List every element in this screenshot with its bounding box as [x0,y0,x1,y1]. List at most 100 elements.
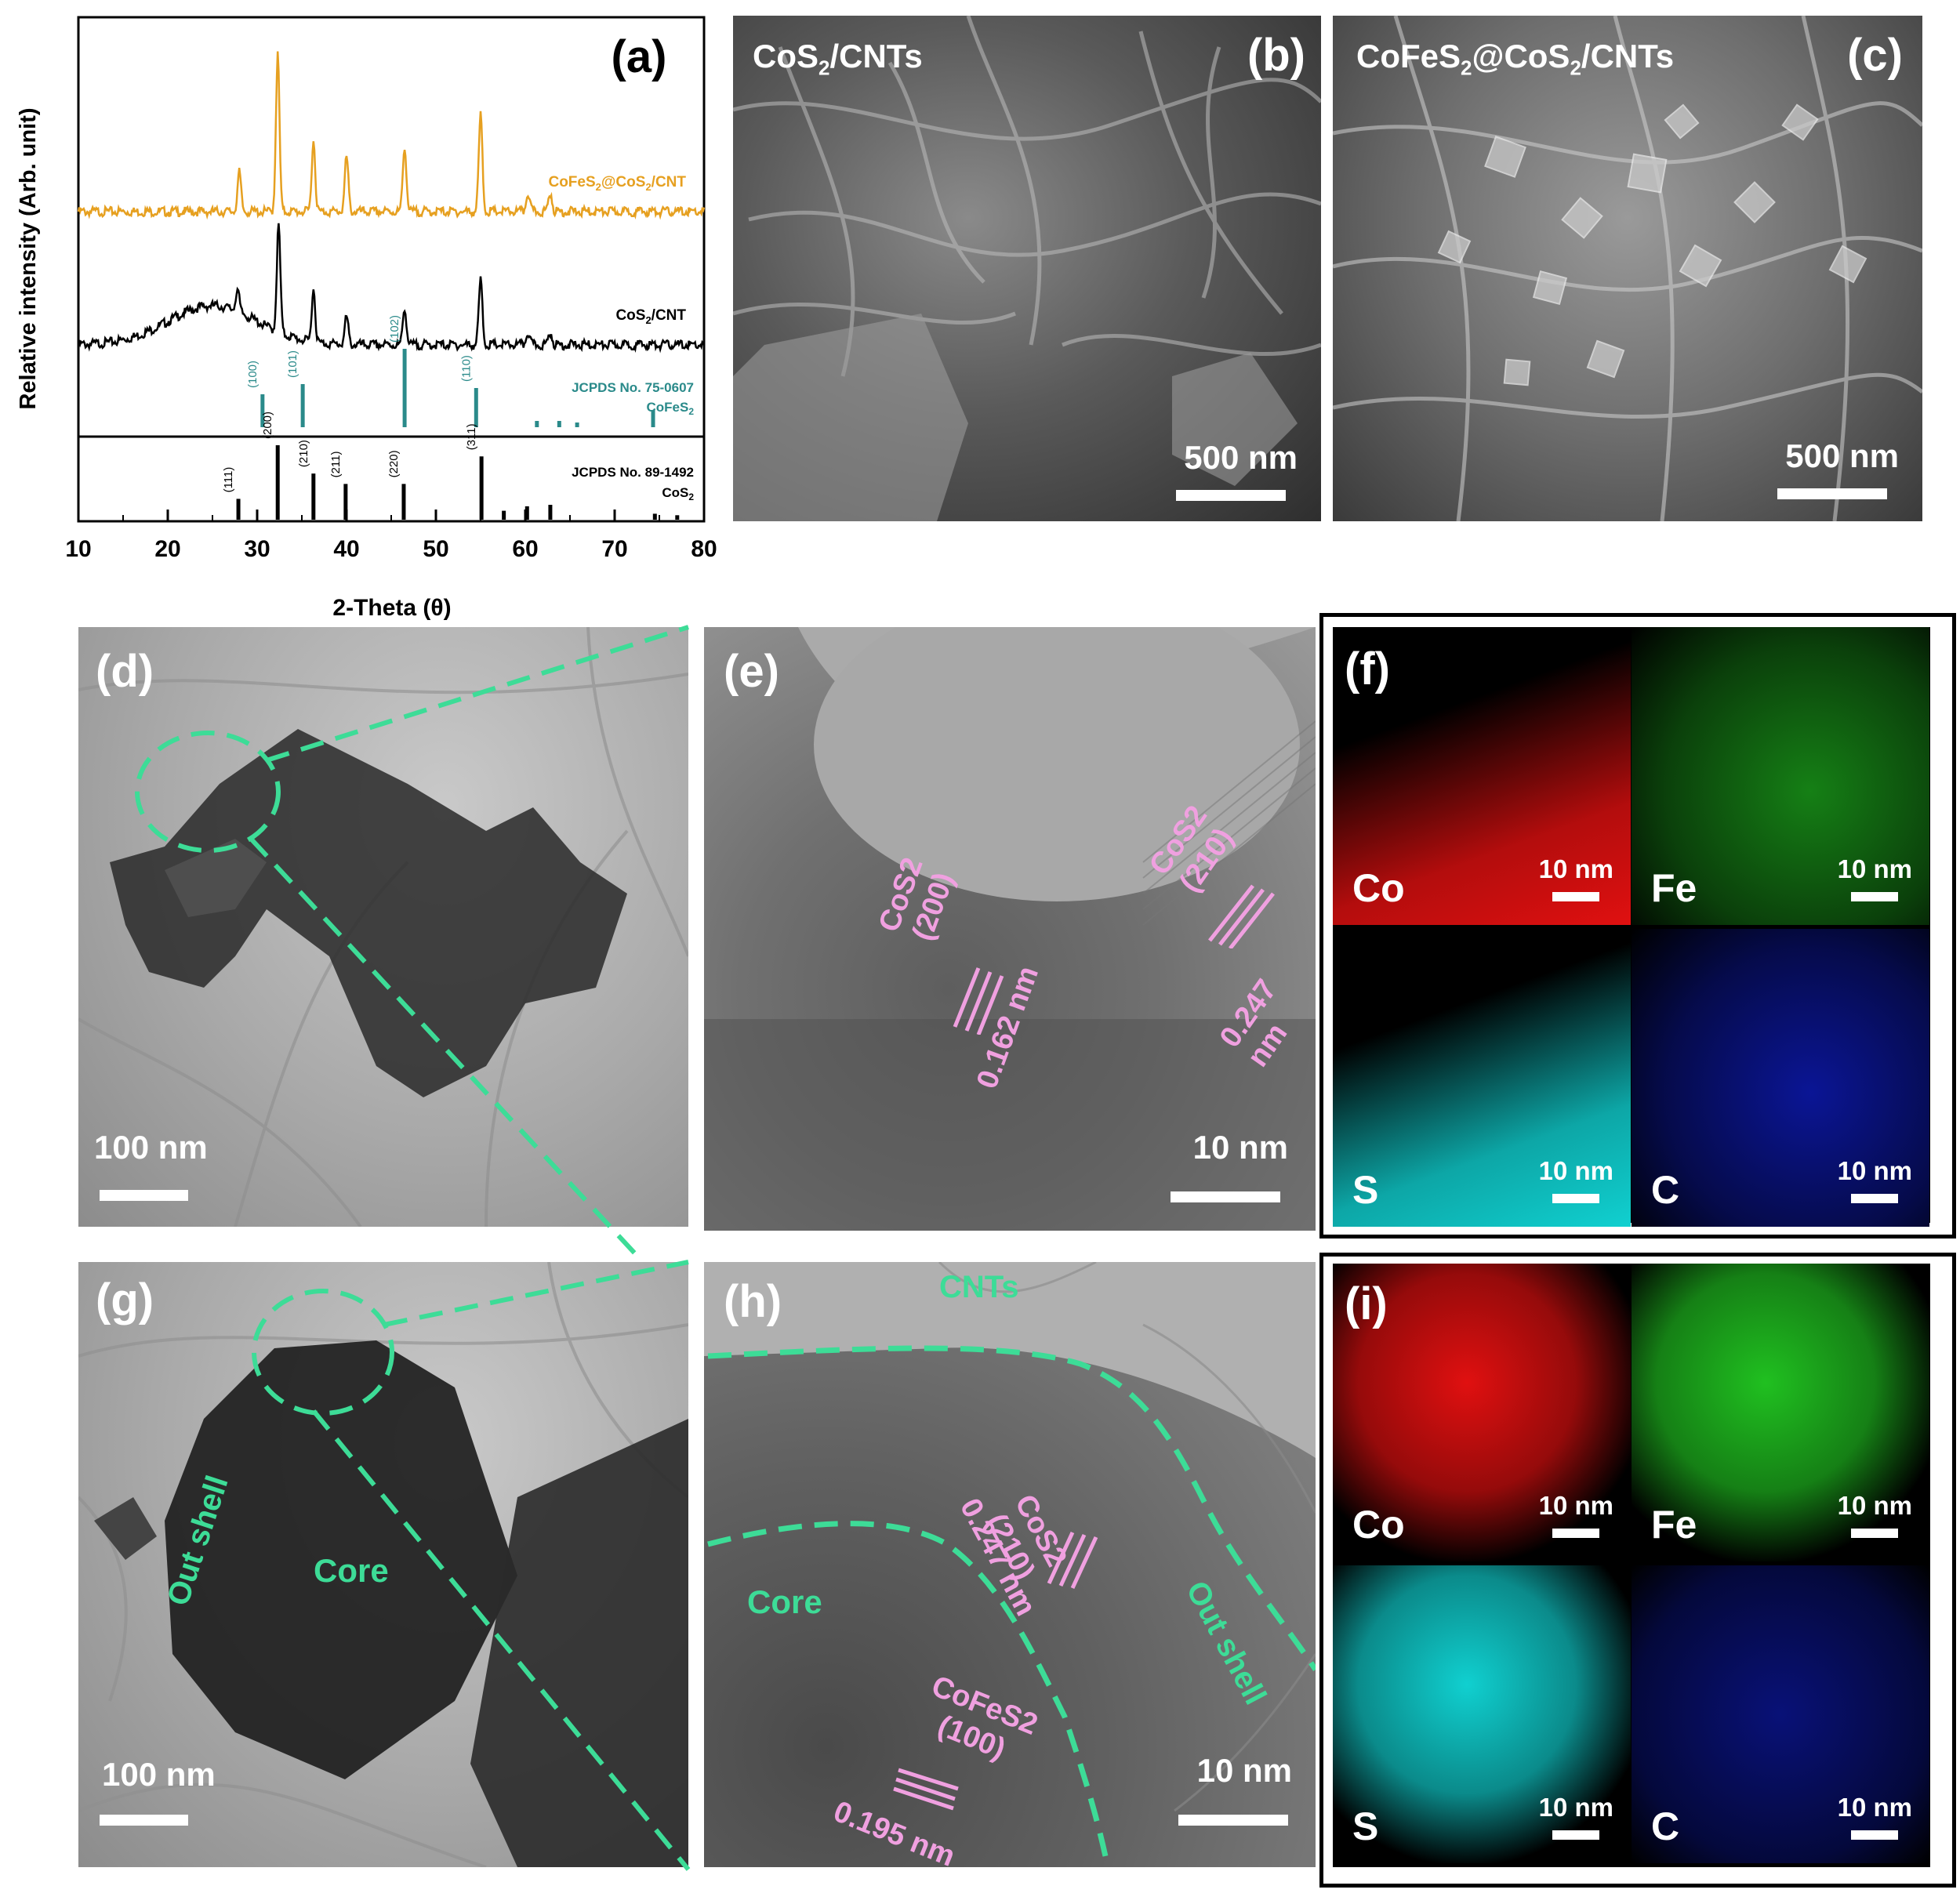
xrd-series-line [77,51,706,220]
eds-scale-text: 10 nm [1538,1156,1613,1185]
eds-signal [1333,929,1631,1227]
core-boundary [707,1521,1111,1867]
eds-scale-text: 10 nm [1837,1156,1912,1185]
panel-e-scale-bar [1171,1191,1280,1202]
panel-b-label: (b) [1247,30,1305,81]
panel-e-hrtem-image: (e) CoS2 (200) 0.162 nm CoS2 (210) 0.247 n… [704,627,1316,1231]
series-label-cofes2: CoFeS2@CoS2/CNT [548,174,686,193]
panel-c-title: CoFeS2@CoS2/CNTs [1356,38,1675,80]
x-tick-label: 70 [601,536,627,562]
eds-element-label: Fe [1651,1503,1697,1547]
eds-signal [1632,1565,1929,1863]
eds-scale-bar [1851,1194,1898,1203]
panel-b-title: CoS2/CNTs [753,38,923,80]
shell-outer-boundary [707,1345,1316,1671]
panel-b-sem-image: CoS2/CNTs (b) 500 nm [733,16,1321,521]
eds-element-label: Co [1352,866,1405,910]
panel-b-scale-bar [1176,490,1286,501]
panel-d-tem-image: (d) 100 nm [78,627,688,1227]
eds-map-fe: Fe 10 nm [1632,627,1929,925]
panel-f-label: (f) [1345,644,1390,695]
y-axis-label: Relative intensity (Arb. unit) [16,107,41,409]
eds-element-label: S [1352,1168,1379,1212]
eds-map-c: C 10 nm [1632,929,1929,1227]
eds-scale-text: 10 nm [1538,1793,1613,1822]
eds-map-co: Co 10 nm [1333,1264,1631,1561]
eds-element-label: Co [1352,1503,1405,1547]
x-tick-label: 20 [154,536,180,562]
hkl-label: (220) [387,450,401,477]
panel-e-scale-text: 10 nm [1192,1129,1288,1166]
panel-c-scale-bar [1777,488,1887,499]
lattice-lines-h-210 [1047,1531,1098,1590]
eds-scale-bar [1851,892,1898,901]
eds-map-co: Co 10 nm [1333,627,1631,925]
eds-signal [1333,627,1631,925]
x-tick-label: 30 [244,536,270,562]
hkl-label: (210) [297,440,310,467]
panel-f-box [1319,613,1956,1239]
hkl-label: (101) [286,350,299,378]
panel-h-scale-bar [1178,1815,1288,1826]
hkl-label: (111) [222,467,235,493]
eds-map-s: S 10 nm [1333,1565,1631,1863]
panel-f-maps: Co 10 nm Fe 10 nm S 10 nm C 10 nm [1333,627,1930,1227]
panel-g-scale-text: 100 nm [102,1756,216,1793]
panel-h-label: (h) [724,1276,782,1327]
hrtem-core-shell-texture [704,1262,1316,1812]
eds-scale-text: 10 nm [1837,854,1912,883]
eds-map-c: C 10 nm [1632,1565,1929,1863]
panel-g-tem-image: (g) Core Out shell 100 nm [78,1262,688,1867]
panel-g-core-label: Core [314,1552,389,1589]
hkl-label: (311) [465,423,478,450]
ref-cos2-name: JCPDS No. 89-1492 [572,465,694,480]
panel-h-cnts-label: CNTs [939,1270,1019,1304]
x-tick-label: 10 [65,536,91,562]
panel-d-label: (d) [96,646,154,697]
cnt-cube-texture [1333,16,1922,521]
panel-a-label: (a) [612,31,667,82]
eds-element-label: C [1651,1804,1680,1848]
panel-i-maps: Co 10 nm Fe 10 nm S 10 nm C 10 nm [1333,1264,1930,1867]
panel-d-scale-text: 100 nm [94,1129,208,1166]
eds-scale-bar [1552,892,1599,901]
eds-map-s: S 10 nm [1333,929,1631,1227]
panel-c-label: (c) [1847,30,1903,81]
hkl-label: (211) [329,451,343,477]
panel-h-hrtem-image: (h) CNTs Core Out shell CoS2 (210) 0.247 … [704,1262,1316,1867]
eds-map-fe: Fe 10 nm [1632,1264,1929,1561]
eds-signal [1632,929,1929,1227]
eds-signal [1333,1565,1631,1863]
eds-scale-text: 10 nm [1538,1491,1613,1520]
panel-c-scale-text: 500 nm [1785,437,1899,474]
x-tick-label: 80 [691,536,717,562]
panel-e-label: (e) [724,646,779,697]
eds-scale-text: 10 nm [1538,854,1613,883]
eds-element-label: C [1651,1168,1680,1212]
lattice-lines-h-100 [893,1768,959,1811]
x-axis-label: 2-Theta (θ) [332,595,451,621]
eds-element-label: Fe [1651,866,1697,910]
hkl-label: (100) [246,361,260,388]
eds-scale-bar [1851,1529,1898,1538]
panel-g-label: (g) [96,1275,154,1326]
lattice-lines-210 [1208,884,1275,948]
panel-i-label: (i) [1345,1278,1388,1329]
eds-signal [1632,627,1929,925]
panel-h-core-label: Core [747,1583,822,1620]
eds-scale-bar [1851,1830,1898,1840]
ref-cofes2-name: JCPDS No. 75-0607 [572,380,694,395]
panel-d-scale-bar [100,1190,188,1201]
x-tick-label: 50 [423,536,448,562]
hkl-label: (102) [388,315,401,343]
hkl-label: (200) [261,412,274,439]
eds-scale-bar [1552,1830,1599,1840]
series-label-cos2: CoS2/CNT [615,307,686,326]
hkl-label: (110) [459,355,473,382]
eds-signal [1333,1264,1631,1561]
x-tick-label: 60 [512,536,538,562]
eds-scale-bar [1552,1194,1599,1203]
phase-boundaries [707,1345,1316,1867]
xrd-frame-top [77,16,706,438]
lattice-lines-200 [953,967,1004,1035]
